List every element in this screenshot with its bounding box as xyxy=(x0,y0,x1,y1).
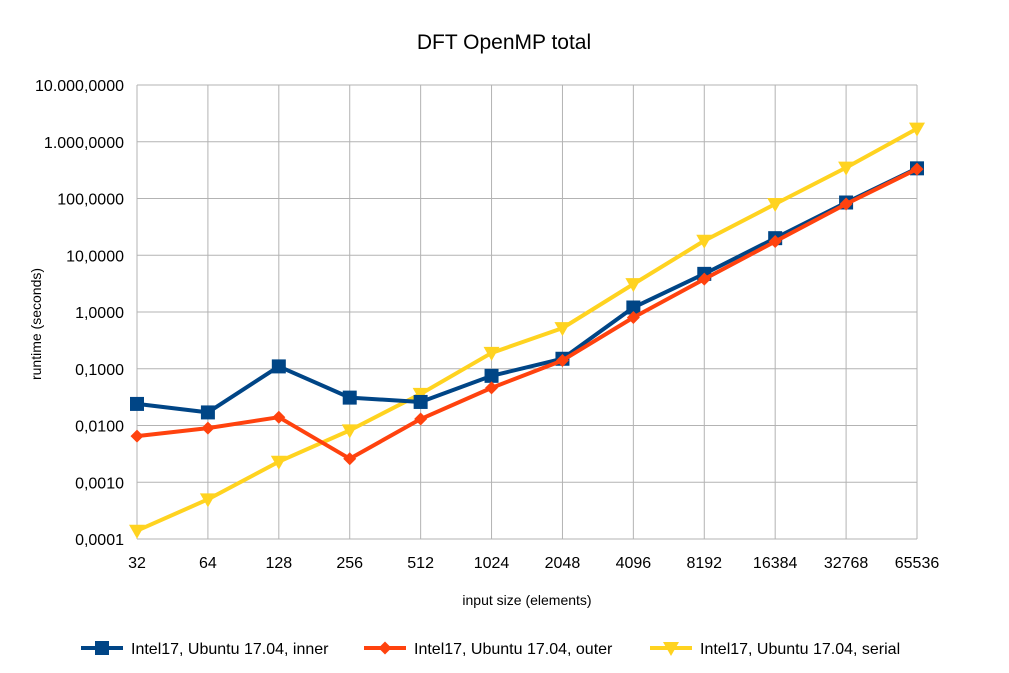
data-point xyxy=(696,234,713,249)
data-point xyxy=(838,161,855,176)
x-tick-label: 64 xyxy=(199,555,217,572)
y-tick-label: 0,0100 xyxy=(75,419,124,436)
data-point xyxy=(414,412,428,426)
x-tick-label: 1024 xyxy=(474,555,510,572)
legend-item: Intel17, Ubuntu 17.04, serial xyxy=(650,641,900,658)
y-axis-label: runtime (seconds) xyxy=(28,268,44,380)
legend-marker xyxy=(378,641,392,655)
y-tick-label: 100,0000 xyxy=(57,192,124,209)
data-point xyxy=(910,162,924,176)
x-tick-labels: 32 64 128 256 512 1024 2048 4096 8192 16384 32768 6… xyxy=(128,555,939,572)
x-tick-label: 65536 xyxy=(895,555,940,572)
data-point xyxy=(413,394,428,409)
y-tick-label: 0,0001 xyxy=(75,532,124,549)
x-tick-label: 4096 xyxy=(616,555,652,572)
x-axis-label: input size (elements) xyxy=(462,592,591,608)
legend-label: Intel17, Ubuntu 17.04, outer xyxy=(414,641,613,658)
y-tick-label: 0,0010 xyxy=(75,475,124,492)
data-point xyxy=(129,524,145,539)
data-point xyxy=(767,197,784,212)
x-tick-label: 512 xyxy=(407,555,434,572)
series-line xyxy=(136,126,918,533)
y-tick-label: 10.000,0000 xyxy=(35,78,124,95)
x-tick-label: 16384 xyxy=(753,555,798,572)
data-point xyxy=(839,197,853,211)
series-diamond xyxy=(130,162,924,466)
data-point xyxy=(555,353,569,367)
legend-item: Intel17, Ubuntu 17.04, inner xyxy=(81,641,329,658)
data-point xyxy=(342,390,357,405)
y-tick-label: 1,0000 xyxy=(75,305,124,322)
data-point xyxy=(341,424,358,439)
data-point xyxy=(626,310,640,324)
data-point xyxy=(484,368,499,383)
series-triangle-down xyxy=(129,122,925,539)
data-point xyxy=(909,122,925,137)
series-square xyxy=(130,161,924,420)
legend-item: Intel17, Ubuntu 17.04, outer xyxy=(364,641,613,658)
data-point xyxy=(483,346,500,361)
legend: Intel17, Ubuntu 17.04, inner Intel17, Ubu… xyxy=(81,641,900,658)
data-point xyxy=(697,272,711,286)
data-point xyxy=(200,405,215,420)
data-point xyxy=(130,429,144,443)
data-point xyxy=(768,234,782,248)
data-point xyxy=(626,300,641,315)
data-point xyxy=(201,421,215,435)
legend-marker xyxy=(663,642,679,656)
legend-label: Intel17, Ubuntu 17.04, serial xyxy=(700,641,900,658)
data-point xyxy=(130,396,144,411)
x-tick-label: 2048 xyxy=(545,555,581,572)
chart-title: DFT OpenMP total xyxy=(417,31,591,54)
y-tick-label: 0,1000 xyxy=(75,362,124,379)
data-point xyxy=(271,359,286,374)
data-point xyxy=(554,322,571,337)
data-point xyxy=(625,278,642,293)
legend-label: Intel17, Ubuntu 17.04, inner xyxy=(131,641,329,658)
grid xyxy=(136,84,918,540)
data-point xyxy=(272,410,286,424)
data-point xyxy=(485,381,499,395)
x-tick-label: 32 xyxy=(128,555,146,572)
series-line xyxy=(136,167,918,461)
data-point xyxy=(199,493,216,508)
series-line xyxy=(136,166,918,415)
legend-marker xyxy=(95,641,109,655)
data-point xyxy=(270,455,287,470)
series xyxy=(129,122,925,539)
y-tick-label: 1.000,0000 xyxy=(44,135,124,152)
x-tick-label: 8192 xyxy=(686,555,722,572)
data-point xyxy=(412,387,429,402)
y-tick-labels: 0,0001 0,0010 0,0100 0,1000 1,0000 10,0000 100… xyxy=(35,78,124,549)
x-tick-label: 128 xyxy=(265,555,292,572)
x-tick-label: 256 xyxy=(336,555,363,572)
x-tick-label: 32768 xyxy=(824,555,869,572)
data-point xyxy=(343,452,357,466)
y-tick-label: 10,0000 xyxy=(66,248,124,265)
